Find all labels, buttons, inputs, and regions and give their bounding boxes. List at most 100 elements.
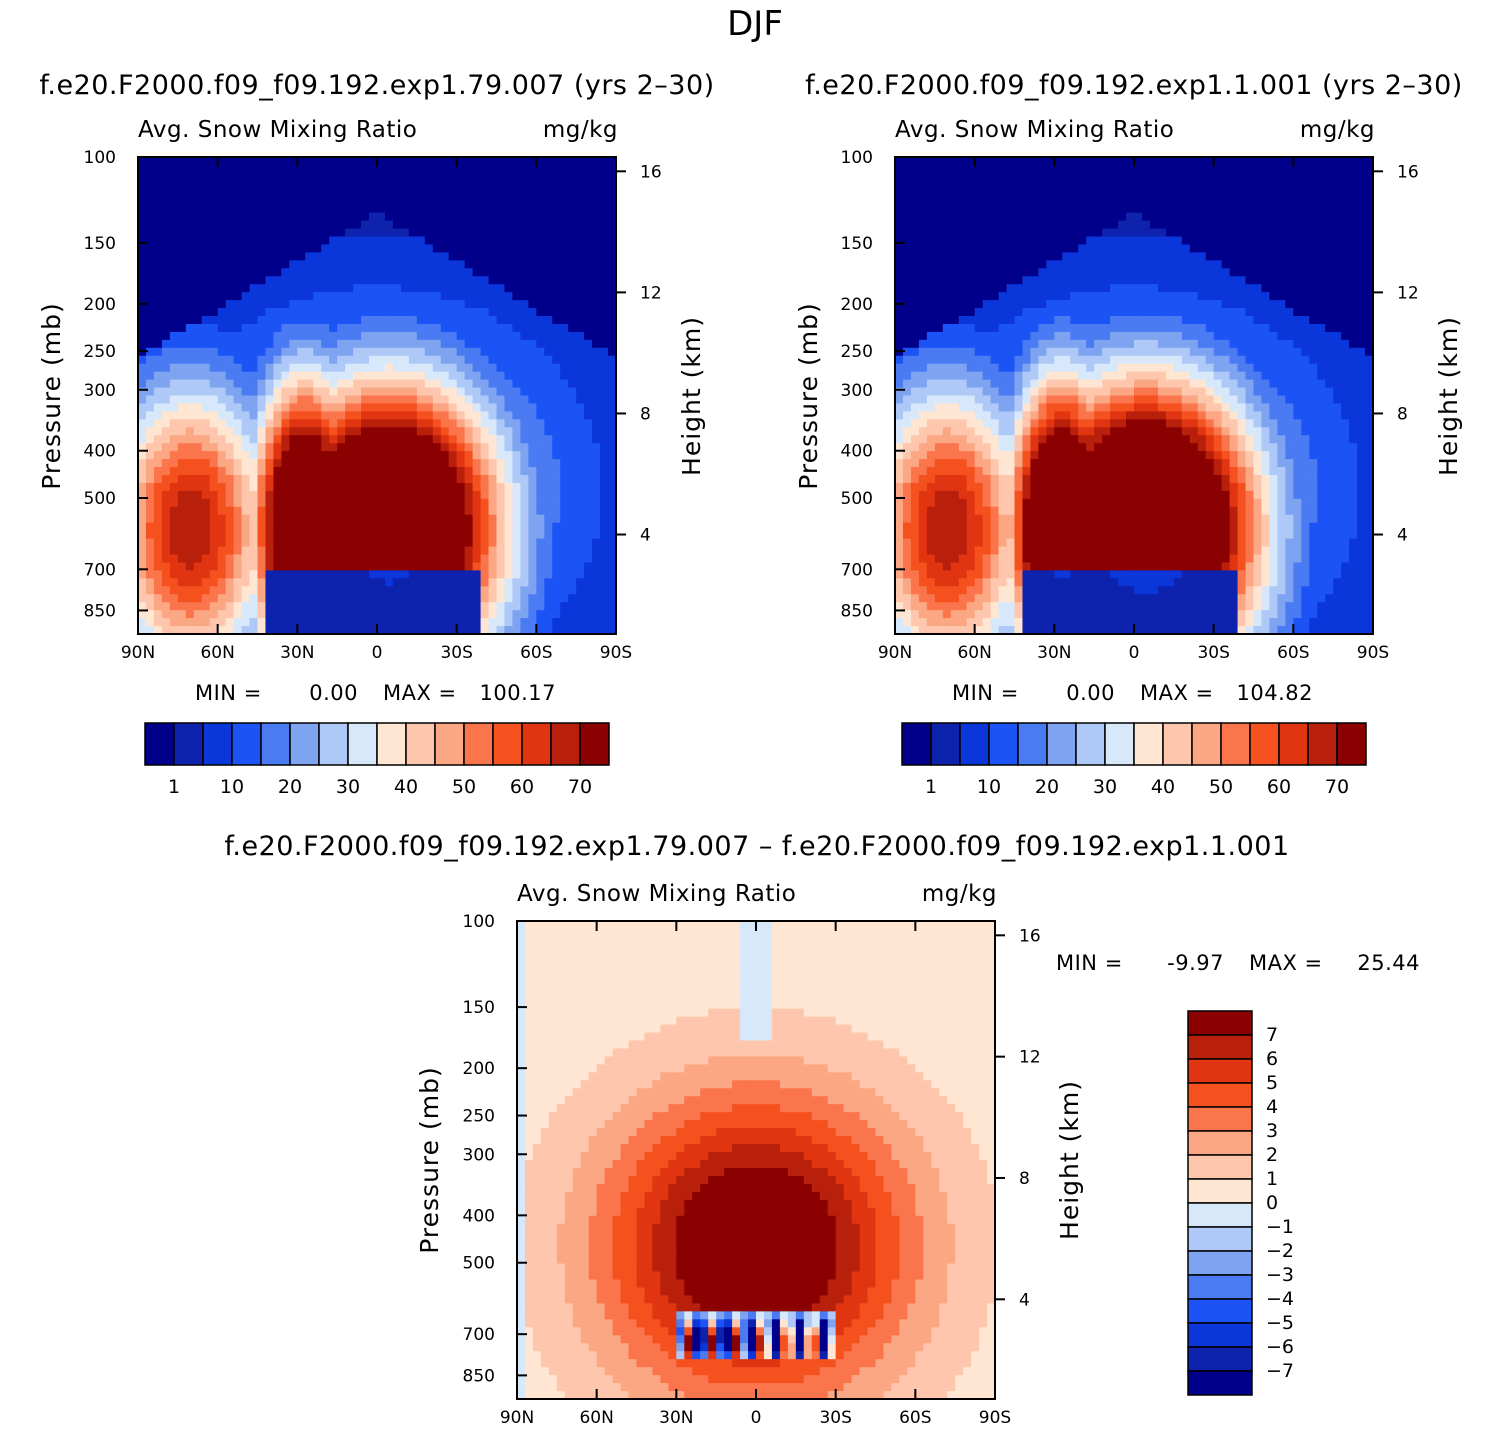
contour-cell [353, 268, 362, 277]
contour-cell [138, 602, 147, 611]
contour-cell [289, 490, 298, 500]
contour-cell [138, 355, 147, 365]
contour-cell [384, 347, 394, 357]
contour-cell [464, 157, 474, 166]
contour-cell [145, 220, 155, 230]
contour-cell [918, 180, 928, 190]
contour-cell [169, 339, 179, 349]
contour-cell [361, 347, 370, 357]
contour-cell [448, 268, 458, 277]
contour-cell [193, 339, 203, 349]
contour-cell [552, 172, 561, 182]
contour-cell [424, 562, 434, 571]
contour-cell [369, 498, 378, 508]
contour-cell [1014, 260, 1024, 269]
contour-cell [536, 522, 545, 532]
contour-cell [536, 459, 545, 468]
contour-cell [1285, 220, 1294, 230]
contour-cell [910, 276, 920, 285]
contour-cell [480, 419, 490, 428]
contour-cell [249, 276, 259, 285]
contour-cell [1333, 196, 1342, 206]
contour-cell [496, 363, 506, 373]
contour-cell [337, 204, 346, 214]
contour-cell [568, 355, 577, 365]
contour-cell [1317, 268, 1326, 277]
contour-cell [1094, 157, 1103, 166]
contour-cell [472, 323, 482, 333]
contour-cell [257, 538, 267, 548]
contour-cell [998, 244, 1008, 253]
contour-cell [608, 164, 616, 174]
contour-cell [608, 180, 616, 190]
contour-cell [958, 323, 968, 333]
contour-cell [1181, 228, 1191, 238]
contour-cell [193, 308, 203, 317]
contour-cell [1014, 157, 1024, 166]
contour-cell [265, 157, 275, 166]
contour-cell [305, 602, 314, 611]
contour-cell [297, 626, 306, 634]
contour-cell [241, 316, 251, 325]
contour-cell [1173, 204, 1183, 214]
contour-cell [377, 316, 386, 325]
contour-cell [1030, 196, 1039, 206]
contour-cell [161, 610, 171, 619]
contour-cell [1237, 252, 1247, 261]
contour-cell [520, 212, 529, 222]
contour-cell [392, 331, 402, 341]
contour-cell [257, 347, 267, 357]
contour-cell [1341, 164, 1350, 174]
contour-cell [265, 196, 275, 206]
contour-cell [1229, 268, 1239, 277]
contour-cell [153, 379, 163, 389]
contour-cell [384, 339, 394, 349]
contour-cell [1341, 244, 1350, 253]
contour-cell [153, 212, 163, 222]
contour-cell [504, 594, 514, 603]
contour-cell [337, 514, 346, 524]
contour-cell [544, 220, 553, 230]
contour-cell [560, 236, 569, 246]
contour-cell [432, 252, 442, 261]
contour-cell [456, 610, 466, 619]
contour-cell [1189, 204, 1199, 214]
contour-cell [1261, 180, 1271, 190]
contour-cell [225, 292, 235, 301]
contour-cell [153, 562, 163, 571]
contour-cell [496, 467, 506, 476]
contour-cell [456, 252, 466, 261]
contour-cell [608, 339, 616, 349]
contour-cell [520, 482, 529, 492]
contour-cell [416, 260, 426, 269]
contour-cell [974, 323, 984, 333]
contour-cell [249, 308, 259, 317]
contour-cell [1325, 236, 1334, 246]
contour-cell [1102, 236, 1111, 246]
contour-cell [472, 196, 482, 206]
contour-cell [408, 419, 418, 428]
contour-cell [1189, 268, 1199, 277]
contour-cell [217, 443, 227, 452]
contour-cell [273, 530, 282, 540]
contour-cell [416, 371, 426, 381]
contour-cell [472, 578, 482, 587]
contour-cell [313, 387, 322, 397]
contour-cell [958, 212, 968, 222]
contour-cell [321, 562, 330, 571]
contour-cell [321, 180, 330, 190]
contour-cell [464, 371, 474, 381]
contour-cell [1309, 172, 1318, 182]
contour-cell [1309, 220, 1318, 230]
contour-cell [568, 578, 577, 587]
contour-cell [369, 626, 378, 634]
contour-cell [512, 498, 521, 508]
contour-cell [1094, 268, 1103, 277]
contour-cell [1277, 157, 1286, 166]
contour-cell [910, 228, 920, 238]
contour-cell [608, 530, 616, 540]
contour-cell [345, 300, 354, 309]
contour-cell [193, 451, 203, 460]
contour-cell [560, 570, 569, 579]
contour-cell [1038, 252, 1047, 261]
